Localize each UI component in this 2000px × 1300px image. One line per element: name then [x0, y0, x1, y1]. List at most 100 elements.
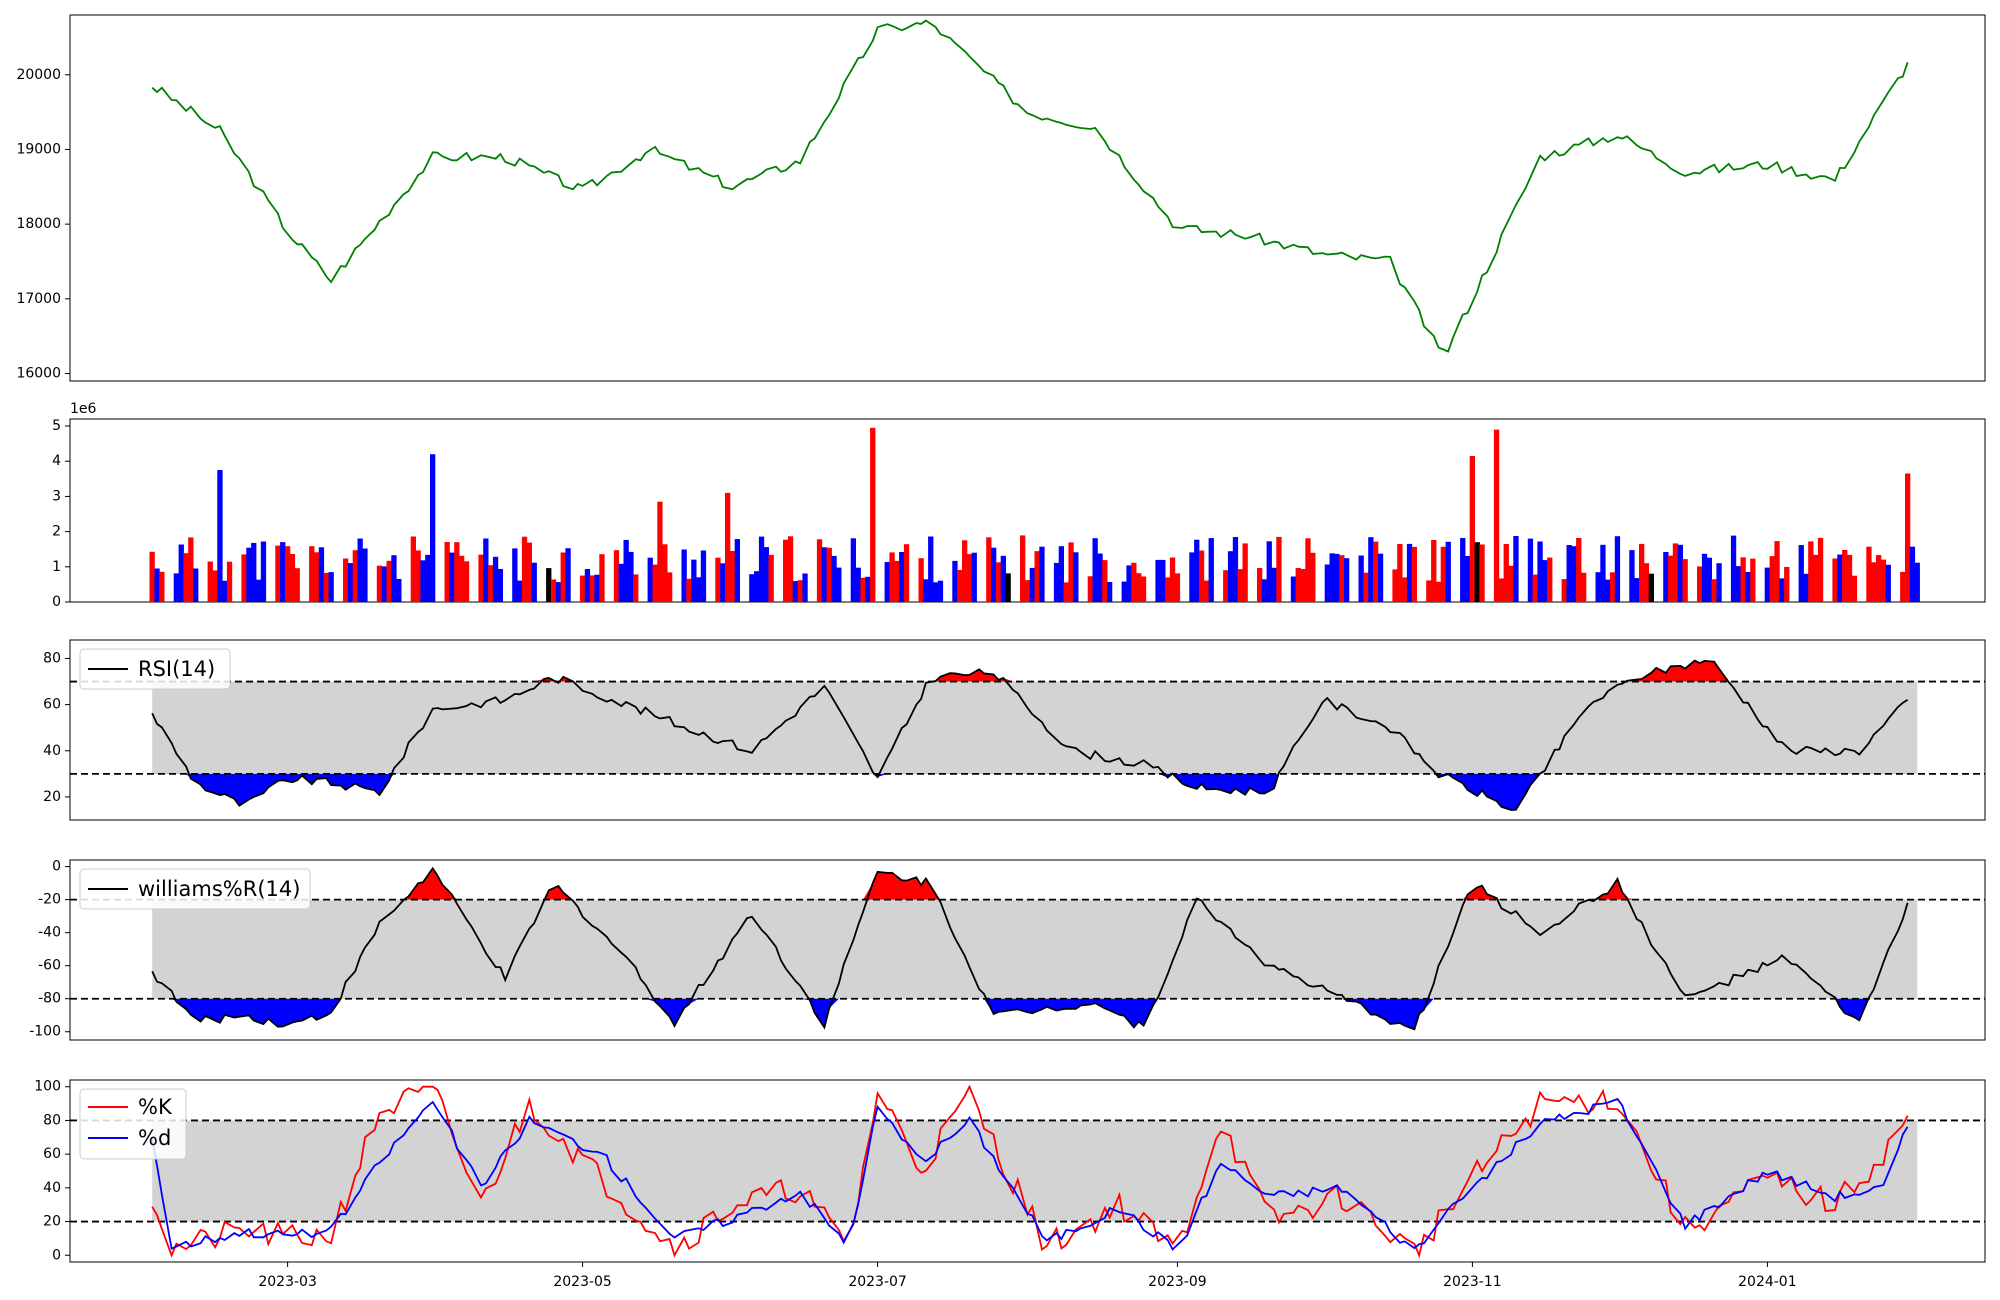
volume-bar	[314, 552, 320, 602]
volume-bar	[449, 552, 455, 602]
volume-bar	[1832, 558, 1838, 602]
volume-bar	[962, 540, 968, 602]
volume-bar	[478, 554, 484, 602]
volume-bar	[1634, 578, 1640, 602]
x-tick-label: 2023-03	[258, 1274, 317, 1290]
volume-bar	[1639, 543, 1645, 602]
volume-bar	[618, 563, 624, 602]
volume-bar	[260, 541, 267, 602]
volume-bar	[1866, 546, 1872, 602]
volume-bar	[652, 564, 658, 602]
oscillator-band	[152, 899, 1918, 999]
volume-bar	[599, 554, 605, 602]
x-tick-label: 2023-11	[1443, 1274, 1502, 1290]
volume-bar	[1837, 554, 1843, 602]
volume-bar	[1194, 539, 1200, 602]
volume-bar	[623, 539, 629, 602]
volume-bar	[212, 570, 218, 602]
volume-bar	[188, 537, 194, 602]
volume-bar	[768, 554, 774, 602]
oversold-fill	[152, 998, 1908, 1030]
volume-bar	[1493, 429, 1500, 602]
y-tick-label: 19000	[16, 141, 61, 157]
volume-bar	[1716, 563, 1722, 602]
volume-bar	[855, 567, 861, 602]
volume-bar	[1605, 579, 1611, 602]
volume-bar	[923, 579, 929, 602]
volume-bar	[792, 581, 798, 602]
volume-bar	[1779, 578, 1785, 602]
volume-bar	[1595, 572, 1601, 602]
volume-bar	[512, 548, 518, 602]
volume-bar	[1029, 567, 1035, 602]
volume-bar	[836, 567, 842, 602]
volume-bar	[1126, 565, 1132, 602]
volume-bar	[1276, 536, 1282, 602]
y-tick-label: 80	[43, 1112, 61, 1128]
volume-bar	[1160, 559, 1166, 602]
volume-bar	[1547, 557, 1553, 602]
volume-bar	[154, 568, 160, 602]
y-tick-label: 80	[43, 650, 61, 666]
volume-bar	[633, 574, 639, 602]
oversold-fill	[152, 773, 1908, 810]
volume-bar	[758, 536, 765, 602]
volume-bar	[1440, 546, 1446, 602]
volume-bar	[1774, 541, 1780, 602]
volume-bar	[1846, 554, 1853, 602]
volume-bar	[1097, 553, 1103, 602]
volume-bar	[1411, 546, 1417, 602]
volume-bar	[1474, 542, 1480, 602]
volume-bar	[207, 561, 213, 602]
volume-bar	[531, 562, 537, 602]
volume-bar	[1131, 562, 1137, 602]
volume-bar	[459, 555, 465, 602]
volume-bar	[802, 573, 808, 602]
volume-bar	[971, 552, 977, 602]
y-tick-label: 40	[43, 1180, 61, 1196]
volume-bar	[1769, 556, 1775, 602]
volume-bar	[410, 536, 416, 602]
volume-bar	[821, 547, 827, 602]
volume-bar	[1445, 541, 1451, 602]
volume-bar	[149, 551, 155, 602]
volume-bar	[521, 536, 528, 602]
volume-bar	[1208, 538, 1214, 602]
volume-bar	[255, 579, 262, 602]
y-tick-label: 2	[52, 524, 61, 540]
volume-bar	[1020, 535, 1026, 602]
volume-bar	[1914, 562, 1920, 602]
x-tick-label: 2024-01	[1738, 1274, 1797, 1290]
volume-bar	[1324, 564, 1330, 602]
volume-bar	[425, 554, 431, 602]
volume-bar	[1344, 558, 1350, 602]
volume-bar	[280, 542, 286, 602]
volume-bar	[1663, 552, 1669, 602]
volume-bar	[584, 569, 591, 602]
volume-bar	[696, 577, 702, 602]
volume-bar	[1257, 568, 1263, 602]
volume-bar	[1764, 567, 1770, 602]
volume-bar	[555, 582, 562, 602]
volume-bar	[550, 579, 557, 602]
volume-bar	[884, 562, 890, 602]
volume-bar	[1024, 580, 1031, 602]
volume-bar	[720, 563, 726, 602]
volume-bar	[1392, 569, 1398, 602]
volume-bar	[899, 552, 905, 602]
y-tick-label: 0	[52, 1247, 61, 1263]
volume-bar	[1397, 544, 1403, 602]
volume-bar	[1460, 538, 1466, 602]
volume-bar	[1571, 546, 1577, 602]
volume-bar	[894, 560, 900, 602]
volume-bar	[483, 538, 489, 602]
y-tick-label: 0	[52, 859, 61, 875]
volume-bar	[526, 542, 532, 602]
y-tick-label: 3	[52, 488, 61, 504]
panel-frame-5	[69, 1079, 1986, 1263]
volume-bar	[1610, 572, 1616, 602]
volume-bar	[1198, 550, 1205, 602]
volume-bar	[1513, 536, 1519, 602]
stochastic-band	[152, 1120, 1918, 1222]
volume-bar	[1614, 536, 1621, 602]
